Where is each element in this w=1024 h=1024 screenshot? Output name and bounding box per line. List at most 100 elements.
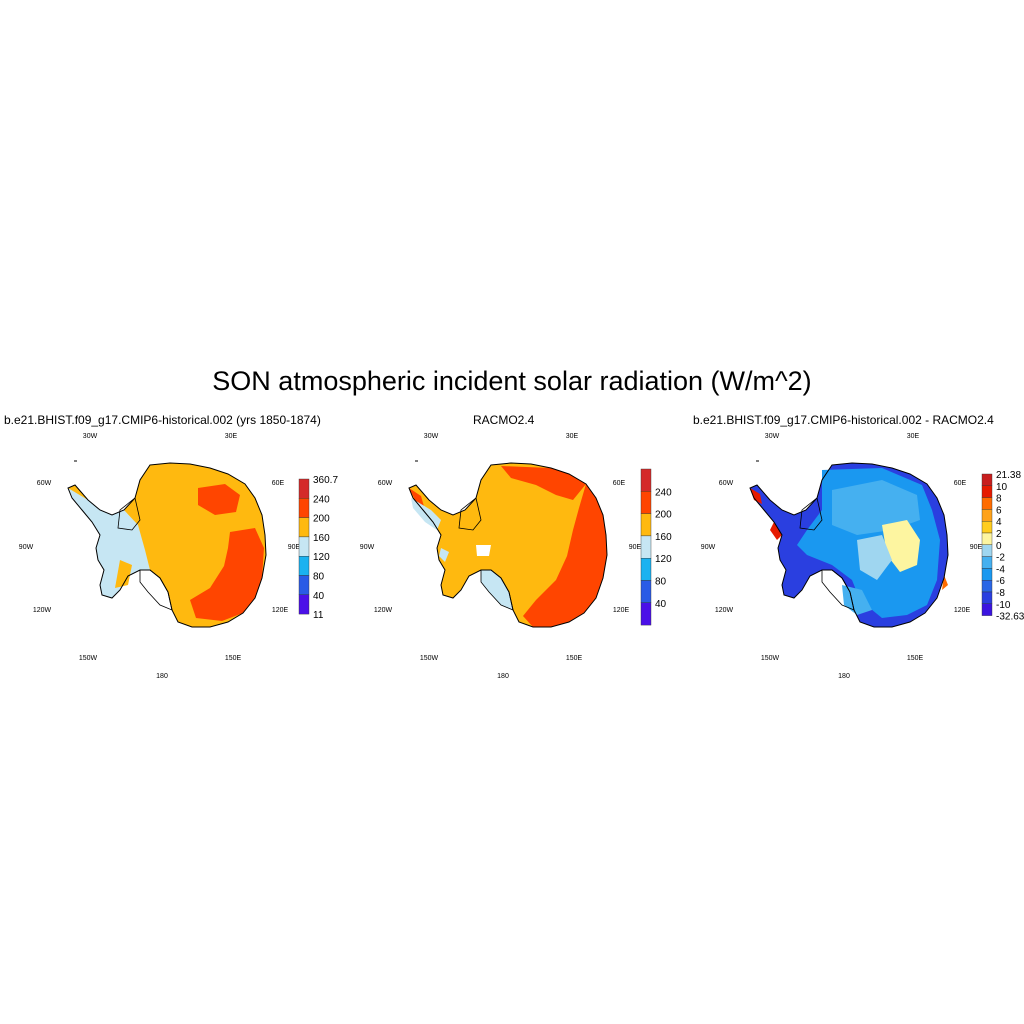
colorbar-label: 240 xyxy=(655,487,672,498)
panel-title-model: b.e21.BHIST.f09_g17.CMIP6-historical.002… xyxy=(4,413,321,427)
map-panel-racmo: 30W 30E 60W 60E 90W 90E 120W 120E 150W 150E 180 xyxy=(360,433,642,680)
colorbar-label: 6 xyxy=(996,505,1002,516)
ross-ice-shelf xyxy=(480,569,514,611)
colorbar-label: 11 xyxy=(313,610,324,621)
colorbar-box xyxy=(298,594,310,615)
colorbar-box xyxy=(298,556,310,576)
colorbar-label: 4 xyxy=(996,517,1002,528)
colorbar-box xyxy=(298,498,310,518)
colorbar-label: 8 xyxy=(996,494,1002,505)
ronne-ice-shelf xyxy=(117,497,141,531)
panel-title-racmo: RACMO2.4 xyxy=(473,413,535,427)
colorbar-label: -4 xyxy=(996,564,1005,575)
field-region xyxy=(481,570,513,610)
colorbar-label: 2 xyxy=(996,529,1002,540)
colorbar-label: 160 xyxy=(655,532,672,543)
lon-label-60e: 60E xyxy=(272,480,285,487)
lon-label-90w: 90W xyxy=(701,544,716,551)
colorbar-box xyxy=(640,558,652,581)
colorbar-label: 80 xyxy=(313,572,325,583)
field-region xyxy=(439,548,449,562)
colorbar-box xyxy=(640,602,652,626)
colorbar-box xyxy=(640,491,652,514)
lon-label-90e: 90E xyxy=(970,544,983,551)
panel-title-difference: b.e21.BHIST.f09_g17.CMIP6-historical.002… xyxy=(693,413,994,427)
lon-label-150e: 150E xyxy=(566,655,583,662)
colorbar-box xyxy=(981,497,993,510)
field-region xyxy=(842,585,872,615)
colorbar-label: -10 xyxy=(996,600,1011,611)
lon-label-60w: 60W xyxy=(37,480,52,487)
lon-label-150w: 150W xyxy=(761,655,780,662)
colorbar-racmo: 240 200 160 120 80 40 xyxy=(640,468,672,626)
lon-label-60e: 60E xyxy=(613,480,626,487)
lon-label-30w: 30W xyxy=(83,433,98,440)
colorbar-model: 360.7 240 200 160 120 80 40 11 xyxy=(298,475,338,621)
colorbar-label: 40 xyxy=(313,591,325,602)
colorbar-box xyxy=(298,575,310,595)
field-region xyxy=(857,535,892,580)
lon-label-90e: 90E xyxy=(288,544,301,551)
colorbar-label: 120 xyxy=(313,552,330,563)
colorbar-label: 200 xyxy=(313,514,330,525)
colorbar-box xyxy=(981,473,993,487)
lon-label-180: 180 xyxy=(497,673,509,680)
lon-label-150w: 150W xyxy=(420,655,439,662)
colorbar-box xyxy=(981,509,993,522)
colorbar-box xyxy=(981,485,993,498)
colorbar-label: 240 xyxy=(313,494,330,505)
colorbar-label: 80 xyxy=(655,577,667,588)
lon-label-30w: 30W xyxy=(765,433,780,440)
colorbar-box xyxy=(981,603,993,616)
lon-label-90w: 90W xyxy=(360,544,375,551)
ronne-ice-shelf xyxy=(799,497,823,531)
colorbar-box xyxy=(298,478,310,499)
ronne-ice-shelf xyxy=(458,497,482,531)
figure-title: SON atmospheric incident solar radiation… xyxy=(212,366,812,396)
colorbar-box xyxy=(640,535,652,559)
colorbar-label: -8 xyxy=(996,588,1005,599)
colorbar-label: 21.38 xyxy=(996,470,1021,481)
lon-label-30e: 30E xyxy=(907,433,920,440)
lon-label-30e: 30E xyxy=(225,433,238,440)
lon-label-150e: 150E xyxy=(907,655,924,662)
field-region xyxy=(770,522,782,540)
colorbar-box xyxy=(981,568,993,581)
lon-label-120e: 120E xyxy=(272,607,289,614)
field-region xyxy=(523,484,607,627)
lon-label-120w: 120W xyxy=(374,607,393,614)
field-region xyxy=(501,466,586,500)
colorbar-box xyxy=(981,521,993,534)
colorbar-label: -2 xyxy=(996,553,1005,564)
colorbar-label: -32.63 xyxy=(996,612,1024,623)
colorbar-box xyxy=(640,513,652,537)
lon-label-60w: 60W xyxy=(719,480,734,487)
colorbar-box xyxy=(298,517,310,538)
colorbar-label: 160 xyxy=(313,533,330,544)
map-panel-difference: 30W 30E 60W 60E 90W 90E 120W 120E 150W 150E 180 xyxy=(701,433,983,680)
lon-label-180: 180 xyxy=(156,673,168,680)
lon-label-120w: 120W xyxy=(33,607,52,614)
field-region xyxy=(476,545,491,556)
lon-label-90e: 90E xyxy=(629,544,642,551)
colorbar-label: 360.7 xyxy=(313,475,338,486)
colorbar-label: 120 xyxy=(655,554,672,565)
lon-label-30w: 30W xyxy=(424,433,439,440)
colorbar-box xyxy=(981,544,993,557)
colorbar-box xyxy=(298,536,310,557)
lon-label-120w: 120W xyxy=(715,607,734,614)
map-panel-model: 30W 30E 60W 60E 90W 90E 120W 120E 150W 150E 180 xyxy=(19,433,301,680)
colorbar-label: 200 xyxy=(655,510,672,521)
field-region xyxy=(190,528,264,621)
field-region xyxy=(198,484,240,515)
lon-label-30e: 30E xyxy=(566,433,579,440)
lon-label-120e: 120E xyxy=(954,607,971,614)
lon-label-150e: 150E xyxy=(225,655,242,662)
lon-label-90w: 90W xyxy=(19,544,34,551)
colorbar-label: 0 xyxy=(996,541,1002,552)
lon-label-150w: 150W xyxy=(79,655,98,662)
lon-label-180: 180 xyxy=(838,673,850,680)
colorbar-box xyxy=(981,532,993,546)
colorbar-box xyxy=(640,580,652,603)
